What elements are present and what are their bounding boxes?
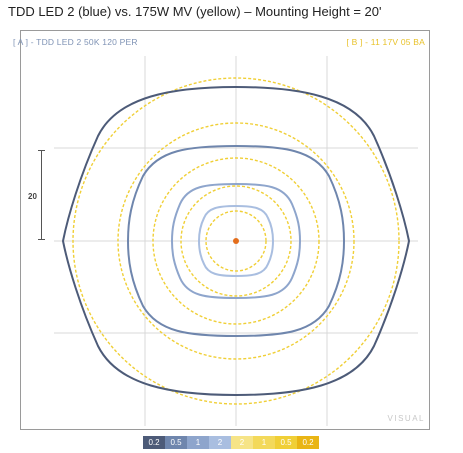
series-b-contour-0.2 (72, 77, 400, 405)
scale-label: 20 (28, 192, 37, 201)
watermark: VISUAL (387, 414, 425, 423)
scale-bar (38, 150, 45, 240)
series-a-contour-0.2 (61, 85, 411, 397)
legend-item: 1 (253, 436, 275, 449)
series-b-contour-2 (180, 185, 292, 297)
fixture-center-marker (233, 238, 239, 244)
series-b-contour-3 (205, 210, 267, 272)
series-b-contour-1 (152, 157, 320, 325)
legend-item: 0.2 (297, 436, 319, 449)
diagram-title: TDD LED 2 (blue) vs. 175W MV (yellow) – … (8, 4, 382, 19)
series-a-contour-1 (170, 182, 302, 300)
legend-item: 0.5 (275, 436, 297, 449)
series-a-contour-0.5 (126, 144, 346, 338)
series-b-contours (72, 77, 400, 405)
series-a-label: [ A ] - TDD LED 2 50K 120 PER (13, 37, 138, 47)
series-b-label: [ B ] - 11 17V 05 BA (346, 37, 425, 47)
series-a-contours (61, 85, 411, 397)
legend-item: 2 (209, 436, 231, 449)
isolux-plot (54, 56, 418, 426)
legend: 0.2 0.5 1 2 2 1 0.5 0.2 (143, 436, 319, 449)
legend-item: 0.2 (143, 436, 165, 449)
series-b-contour-0.5 (117, 122, 355, 360)
series-a-contour-2 (197, 204, 275, 278)
legend-item: 1 (187, 436, 209, 449)
legend-item: 2 (231, 436, 253, 449)
legend-item: 0.5 (165, 436, 187, 449)
